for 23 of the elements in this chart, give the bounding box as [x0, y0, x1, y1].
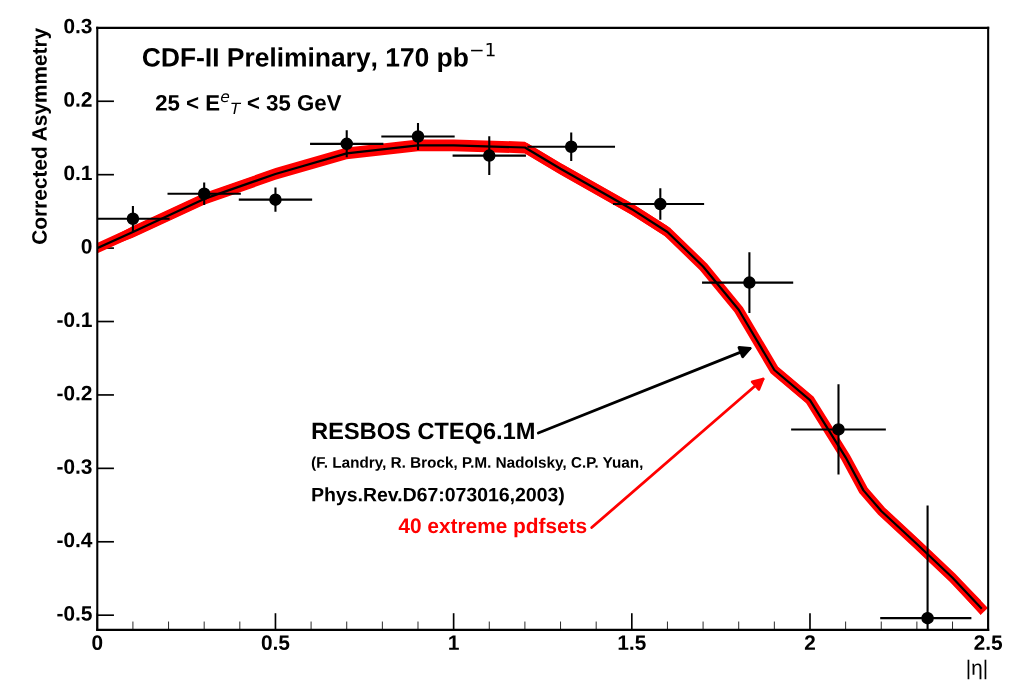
- x-tick-label: 1: [449, 635, 459, 650]
- y-axis-title: Corrected Asymmetry: [31, 27, 51, 244]
- x-axis-title: |η|: [967, 659, 987, 680]
- x-tick-label: 0: [92, 635, 103, 651]
- y-tick-label: -0.5: [57, 606, 92, 621]
- y-tick-label: -0.4: [57, 532, 93, 548]
- y-tick-label: 0: [81, 238, 92, 254]
- y-tick-label: 0.1: [64, 165, 92, 181]
- x-tick-label: 2.5: [974, 635, 1003, 651]
- x-tick-label: 2: [804, 635, 815, 650]
- text: CDF-II Preliminary, 170 pb$^{−1}$: [142, 42, 495, 72]
- x-tick-label: 1.5: [618, 635, 646, 651]
- y-tick-label: -0.2: [57, 385, 92, 401]
- annotation: (F. Landry, R. Brock, P.M. Nadolsky, C.P. Yuan,: [311, 456, 643, 471]
- y-tick-label: -0.1: [57, 312, 92, 328]
- annotation: RESBOS CTEQ6.1M: [312, 422, 534, 444]
- y-tick-label: -0.3: [57, 459, 92, 474]
- y-tick-label: 0.2: [64, 92, 92, 107]
- annotation: Phys.Rev.D67:073016,2003): [312, 487, 564, 506]
- text: 25 < E$^{e}$$_{T}$ < 35 GeV: [155, 93, 342, 115]
- annotation: 40 extreme pdfsets: [398, 517, 587, 538]
- x-tick-label: 0.5: [261, 635, 290, 651]
- y-tick-label: 0.3: [64, 18, 92, 34]
